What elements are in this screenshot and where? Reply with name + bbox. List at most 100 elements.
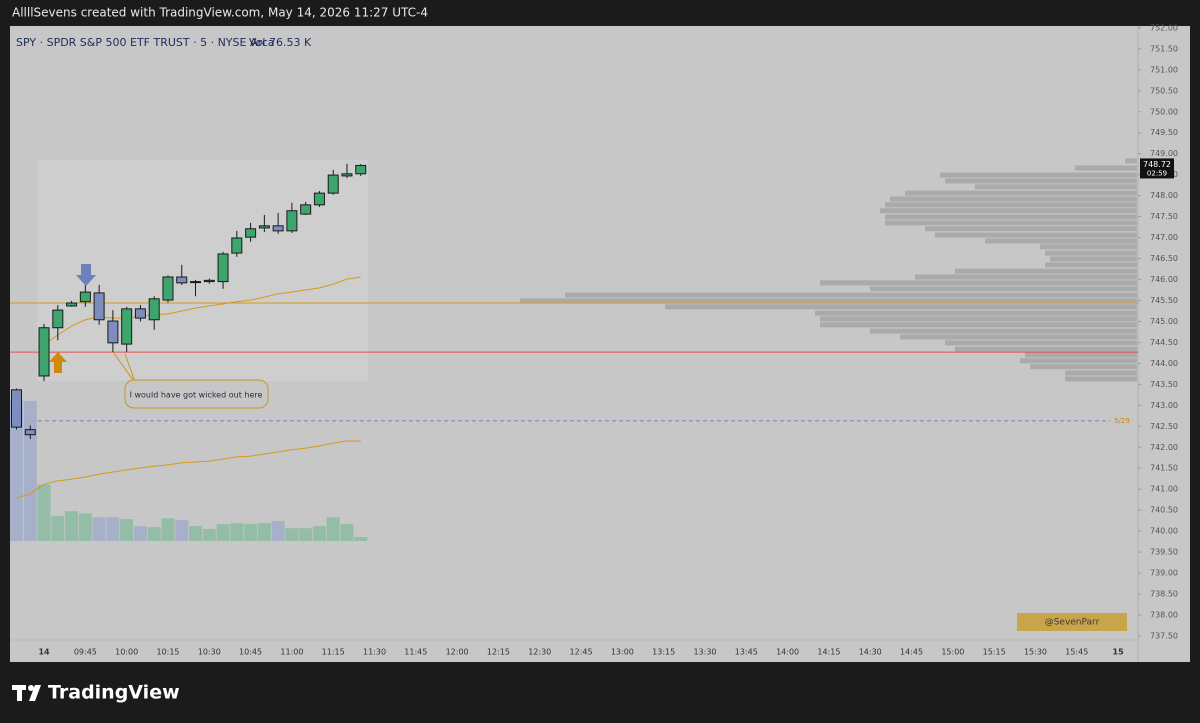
candle-body: [148, 298, 160, 321]
candle-body: [121, 308, 133, 345]
y-tick-label: 740.50: [1150, 506, 1178, 515]
volume-bar: [78, 513, 92, 541]
volume-profile-bar: [940, 172, 1137, 178]
volume-bar: [120, 519, 134, 541]
last-price-box: [1140, 158, 1174, 179]
candle-body: [190, 281, 202, 284]
volume-bar: [10, 400, 23, 541]
candle-body: [134, 308, 146, 319]
y-tick-label: 751.50: [1150, 44, 1178, 53]
volume-profile-bar: [1040, 244, 1137, 250]
candle-body: [272, 225, 284, 232]
volume-profile-bar: [870, 286, 1137, 292]
y-tick-label: 739.00: [1150, 569, 1178, 578]
candle-body: [286, 210, 298, 232]
volume-bar: [51, 516, 65, 541]
candle-body: [231, 237, 243, 254]
x-tick-label: 14:30: [859, 648, 882, 657]
x-tick-label: 15:45: [1065, 648, 1088, 657]
watermark-box: [1017, 613, 1127, 631]
plot-layer: 752.00 751.50 751.00 750.50 750.00 749.50 749.…: [10, 23, 1178, 657]
volume-profile-bar: [925, 226, 1137, 232]
y-tick-label: 743.00: [1150, 401, 1178, 410]
candle-body: [162, 276, 174, 301]
y-tick-label: 749.00: [1150, 149, 1178, 158]
volume-bar: [161, 518, 175, 541]
watermark: @SevenParr: [1045, 618, 1100, 628]
volume-profile-bar: [1050, 256, 1137, 262]
volume-bar: [312, 526, 326, 541]
volume-profile-bar: [1125, 158, 1137, 164]
volume-profile-bar: [665, 304, 1137, 310]
ma-line: [16, 440, 361, 499]
candle-body: [176, 276, 188, 284]
candle-body: [107, 320, 119, 344]
x-tick-label: 10:30: [198, 648, 221, 657]
volume-bar: [340, 524, 354, 541]
volume-bar: [37, 484, 51, 541]
volume-value: 76.53 K: [269, 36, 312, 49]
volume-profile-bar: [820, 280, 1137, 286]
volume-profile-bar: [1065, 370, 1137, 376]
y-tick-label: 750.00: [1150, 107, 1178, 116]
y-tick-label: 739.50: [1150, 548, 1178, 557]
volume-profile-bar: [900, 334, 1137, 340]
volume-bar: [65, 511, 79, 541]
volume-bar: [285, 528, 299, 541]
symbol-title: SPY · SPDR S&P 500 ETF TRUST · 5 · NYSE …: [16, 36, 275, 49]
y-tick-label: 747.00: [1150, 233, 1178, 242]
up-arrow: [49, 352, 67, 373]
x-tick-label: 12:15: [487, 648, 510, 657]
level-label: 5/29: [1114, 417, 1130, 425]
x-tick-label: 12:00: [446, 648, 469, 657]
volume-bar: [147, 527, 161, 541]
y-tick-label: 743.50: [1150, 380, 1178, 389]
volume-profile-bar: [820, 316, 1137, 322]
session-box: [37, 160, 368, 381]
volume-profile-bar: [915, 274, 1137, 280]
candle-body: [245, 228, 257, 238]
volume-profile-bar: [985, 238, 1137, 244]
x-tick-label: 12:45: [570, 648, 593, 657]
callout-box: [124, 379, 269, 409]
volume-profile-bar: [955, 268, 1137, 274]
volume-profile-bar: [905, 190, 1137, 196]
y-tick-label: 741.00: [1150, 485, 1178, 494]
x-tick-label: 10:45: [239, 648, 262, 657]
volume-bar: [202, 528, 216, 541]
volume-profile-bar: [815, 310, 1137, 316]
volume-profile-bar: [885, 202, 1137, 208]
candle-body: [79, 291, 91, 303]
candle-body: [11, 389, 22, 428]
last-price-label: 748.72: [1143, 160, 1171, 169]
volume-profile-bar: [1065, 376, 1137, 382]
volume-bar: [354, 537, 368, 541]
y-tick-label: 745.00: [1150, 317, 1178, 326]
volume-profile-bar: [1045, 250, 1137, 256]
volume-profile-bar: [820, 322, 1137, 328]
x-tick-label: 15:30: [1024, 648, 1047, 657]
volume-profile-bar: [935, 232, 1137, 238]
candle-body: [258, 225, 270, 229]
logo-shape: [17, 685, 22, 701]
x-tick-label: 15:00: [941, 648, 964, 657]
volume-bar: [230, 523, 244, 541]
candle-body: [341, 173, 353, 177]
volume-profile-bar: [1020, 358, 1137, 364]
logo-shape: [29, 685, 41, 701]
volume-label: Vol: [249, 36, 265, 49]
y-tick-label: 750.50: [1150, 86, 1178, 95]
volume-bar: [216, 524, 230, 541]
candle-body: [203, 279, 215, 283]
candle-body: [313, 192, 325, 206]
x-tick-label: 14:00: [776, 648, 799, 657]
y-tick-label: 746.50: [1150, 254, 1178, 263]
top-bar-text: AllllSevens created with TradingView.com…: [12, 6, 428, 20]
y-tick-label: 742.50: [1150, 422, 1178, 431]
y-tick-label: 748.00: [1150, 191, 1178, 200]
candle-body: [66, 302, 78, 307]
y-tick-label: 751.00: [1150, 65, 1178, 74]
x-tick-label: 11:45: [404, 648, 427, 657]
